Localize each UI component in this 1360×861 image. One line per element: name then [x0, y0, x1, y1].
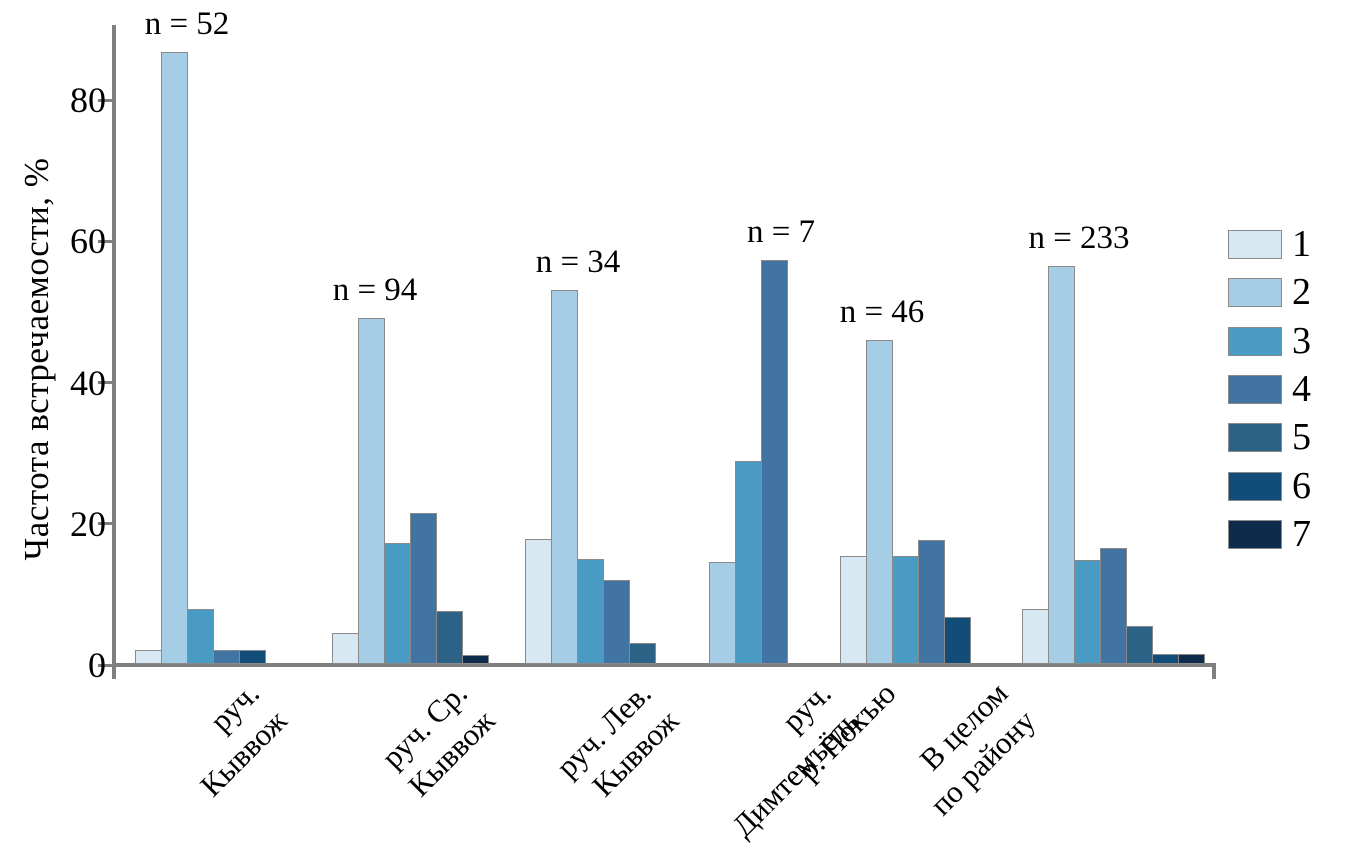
legend-label-7: 7	[1292, 512, 1311, 555]
bar-group2-cat7	[462, 655, 489, 664]
bar-group3-cat1	[525, 538, 552, 664]
y-tick-mark	[98, 522, 112, 526]
bar-group3-cat2	[551, 289, 578, 664]
legend-swatch-2	[1228, 278, 1282, 308]
x-axis-label: руч. Кыввож	[193, 675, 294, 804]
x-axis-end-tick	[1212, 667, 1216, 679]
y-tick-label: 60	[70, 221, 106, 262]
x-axis-label: В целом по району	[912, 675, 1042, 822]
bar-group6-cat7	[1178, 653, 1205, 664]
legend-swatch-7	[1228, 519, 1282, 549]
y-tick-label: 80	[70, 80, 106, 121]
bar-group6-cat2	[1048, 266, 1075, 664]
legend-label-3: 3	[1292, 319, 1311, 362]
bar-group1-cat3	[187, 608, 214, 664]
x-axis-label: руч. Лев. Кыввож	[549, 675, 686, 804]
bar-group2-cat1	[332, 632, 359, 664]
bar-group1-cat6	[239, 649, 266, 664]
bar-group4-cat4	[761, 259, 788, 664]
bar-group6-cat6	[1152, 653, 1179, 664]
bar-group5-cat2	[866, 340, 893, 664]
bar-group1-cat1	[135, 649, 162, 664]
legend-swatch-5	[1228, 423, 1282, 453]
bar-group4-cat3	[735, 461, 762, 664]
bar-group3-cat4	[603, 579, 630, 664]
x-axis-label: руч. Ср. Кыввож	[374, 675, 502, 804]
n-count-label: n = 34	[535, 243, 621, 280]
bar-group1-cat2	[161, 52, 188, 664]
bar-group2-cat4	[410, 512, 437, 664]
n-count-label: n = 52	[144, 6, 230, 43]
bar-group5-cat1	[840, 555, 867, 664]
legend-label-1: 1	[1292, 223, 1311, 265]
legend-label-6: 6	[1292, 464, 1311, 507]
n-count-label: n = 46	[839, 294, 925, 331]
legend-label-5: 5	[1292, 416, 1311, 459]
bar-group5-cat3	[892, 555, 919, 664]
bar-group6-cat5	[1126, 626, 1153, 664]
bar-group3-cat3	[577, 559, 604, 664]
bar-group3-cat5	[629, 642, 656, 664]
legend-label-2: 2	[1292, 271, 1311, 314]
x-axis-line	[112, 663, 1216, 667]
y-tick-label: 0	[88, 645, 106, 685]
legend-swatch-4	[1228, 374, 1282, 404]
n-count-label: n = 233	[1028, 220, 1130, 257]
y-tick-label: 20	[70, 503, 106, 544]
legend-swatch-6	[1228, 471, 1282, 501]
bar-group6-cat1	[1022, 608, 1049, 664]
bar-group6-cat4	[1100, 547, 1127, 664]
n-count-label: n = 7	[746, 213, 816, 250]
y-tick-mark	[98, 663, 112, 667]
legend-label-4: 4	[1292, 367, 1311, 410]
legend-swatch-3	[1228, 326, 1282, 356]
y-tick-mark	[98, 381, 112, 385]
bar-group2-cat5	[436, 610, 463, 664]
y-axis-line	[112, 25, 116, 679]
bar-group4-cat2	[709, 562, 736, 664]
bar-group2-cat3	[384, 542, 411, 664]
y-tick-mark	[98, 98, 112, 102]
bar-group6-cat3	[1074, 559, 1101, 664]
y-tick-label: 40	[70, 362, 106, 403]
bar-group5-cat4	[918, 540, 945, 664]
legend-swatch-1	[1228, 230, 1282, 259]
y-tick-mark	[98, 239, 112, 243]
n-count-label: n = 94	[332, 271, 418, 308]
bar-group1-cat4	[213, 649, 240, 664]
bar-group2-cat2	[358, 317, 385, 664]
bar-group5-cat6	[944, 617, 971, 664]
